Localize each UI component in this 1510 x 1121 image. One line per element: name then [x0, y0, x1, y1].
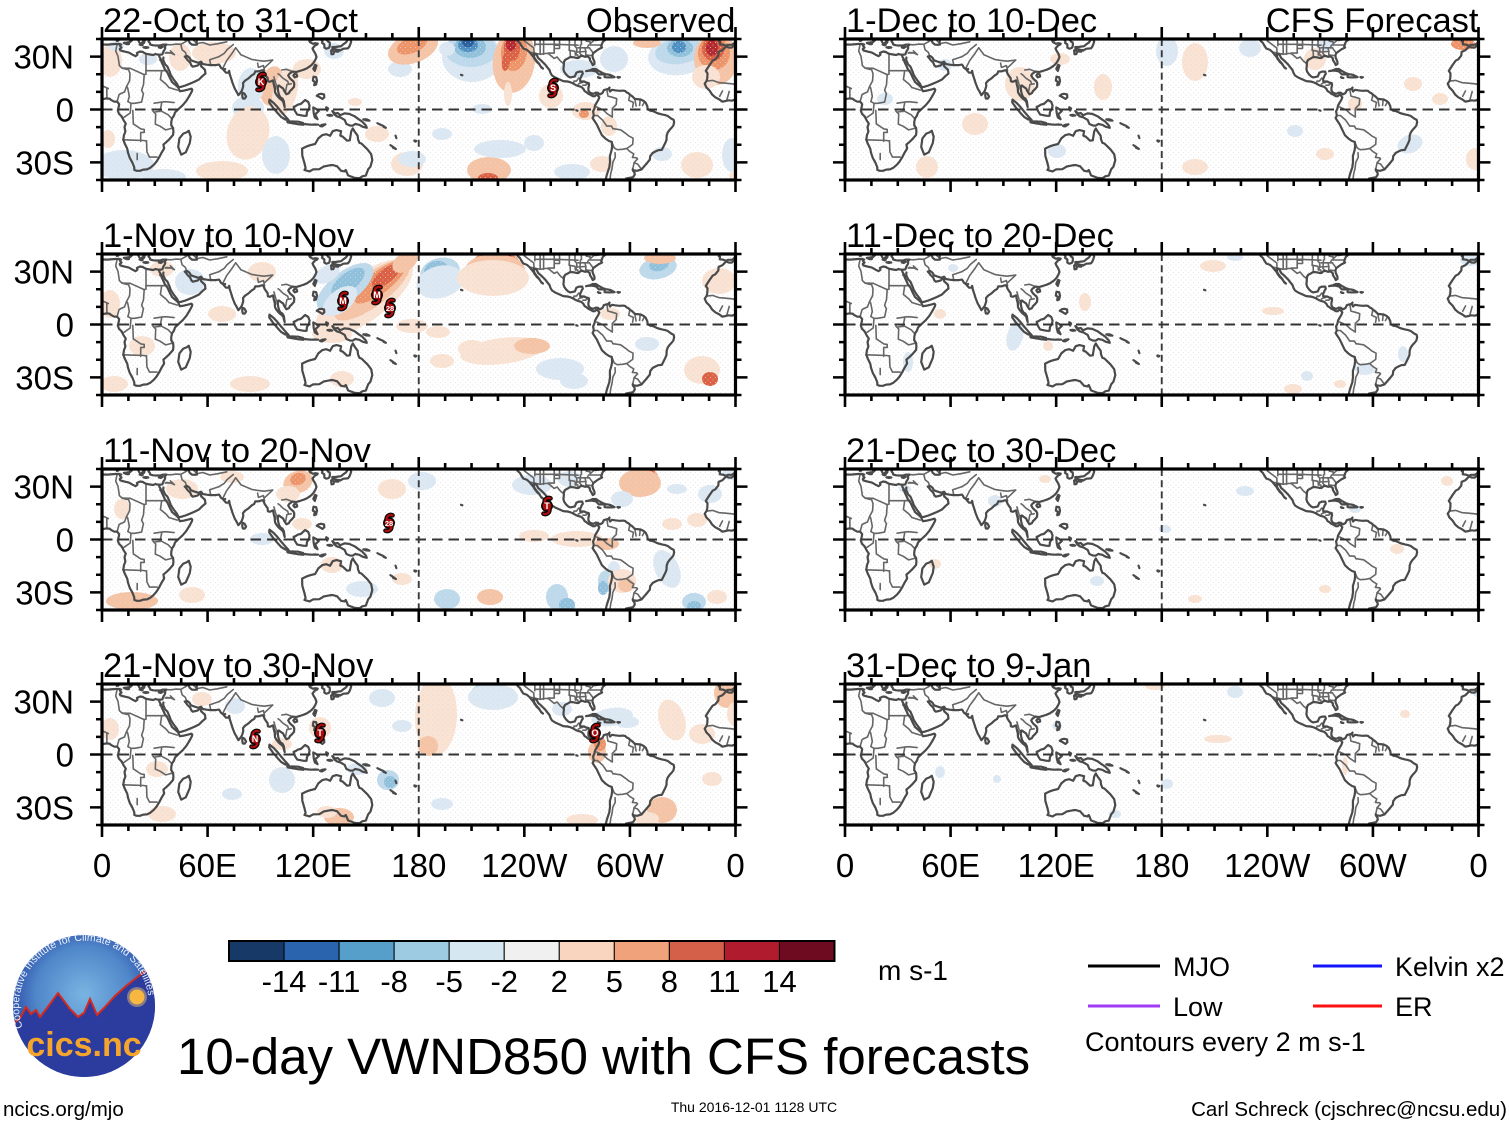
svg-text:5: 5 — [606, 964, 623, 999]
svg-text:120E: 120E — [275, 847, 352, 884]
svg-text:K: K — [258, 77, 265, 87]
svg-text:0: 0 — [93, 847, 111, 884]
svg-text:-14: -14 — [262, 964, 307, 999]
svg-text:S: S — [550, 83, 556, 93]
svg-text:Carl Schreck (cjschrec@ncsu.ed: Carl Schreck (cjschrec@ncsu.edu) — [1191, 1098, 1507, 1121]
svg-text:M: M — [339, 296, 347, 306]
svg-text:14: 14 — [762, 964, 796, 999]
svg-text:T: T — [317, 728, 323, 738]
svg-text:30S: 30S — [15, 359, 74, 396]
svg-text:-11: -11 — [318, 964, 361, 999]
svg-text:0: 0 — [56, 522, 74, 559]
svg-text:11-Nov to 20-Nov: 11-Nov to 20-Nov — [103, 432, 372, 470]
svg-text:180: 180 — [391, 847, 446, 884]
svg-text:Thu 2016-12-01 1128 UTC: Thu 2016-12-01 1128 UTC — [671, 1099, 837, 1115]
svg-text:m s-1: m s-1 — [878, 955, 948, 986]
svg-text:Observed: Observed — [586, 2, 736, 40]
svg-text:60E: 60E — [921, 847, 980, 884]
svg-text:0: 0 — [1469, 847, 1487, 884]
svg-text:0: 0 — [836, 847, 854, 884]
svg-text:-8: -8 — [380, 964, 408, 999]
svg-text:T: T — [544, 501, 550, 511]
svg-text:11-Dec to 20-Dec: 11-Dec to 20-Dec — [846, 217, 1114, 255]
svg-text:-2: -2 — [490, 964, 518, 999]
svg-text:120E: 120E — [1018, 847, 1095, 884]
svg-text:M: M — [373, 290, 381, 300]
svg-text:MJO: MJO — [1173, 952, 1230, 982]
svg-text:60W: 60W — [1339, 847, 1408, 884]
svg-text:30N: 30N — [13, 254, 74, 291]
svg-text:ncics.org/mjo: ncics.org/mjo — [3, 1098, 124, 1121]
svg-text:Kelvin x2: Kelvin x2 — [1395, 952, 1505, 982]
svg-text:1-Nov to 10-Nov: 1-Nov to 10-Nov — [103, 217, 355, 255]
svg-text:180: 180 — [1134, 847, 1189, 884]
svg-text:120W: 120W — [1224, 847, 1311, 884]
svg-text:ER: ER — [1395, 992, 1433, 1022]
svg-text:30N: 30N — [13, 39, 74, 76]
svg-text:Contours every 2 m s-1: Contours every 2 m s-1 — [1085, 1027, 1366, 1057]
svg-text:CFS Forecast: CFS Forecast — [1266, 2, 1479, 40]
svg-text:0: 0 — [56, 737, 74, 774]
svg-text:30S: 30S — [15, 789, 74, 826]
svg-text:30S: 30S — [15, 574, 74, 611]
svg-text:N: N — [252, 734, 259, 744]
svg-text:2: 2 — [551, 964, 568, 999]
svg-text:11: 11 — [708, 964, 740, 999]
svg-text:-5: -5 — [435, 964, 463, 999]
svg-text:Low: Low — [1173, 992, 1223, 1022]
svg-text:21-Dec to 30-Dec: 21-Dec to 30-Dec — [846, 432, 1116, 470]
svg-text:30S: 30S — [15, 144, 74, 181]
svg-text:120W: 120W — [481, 847, 568, 884]
svg-text:21-Nov to 30-Nov: 21-Nov to 30-Nov — [103, 647, 374, 685]
svg-text:60W: 60W — [596, 847, 665, 884]
svg-text:O: O — [591, 728, 598, 738]
svg-text:30N: 30N — [13, 469, 74, 506]
svg-text:28: 28 — [386, 304, 394, 313]
svg-text:60E: 60E — [178, 847, 237, 884]
svg-text:0: 0 — [56, 307, 74, 344]
svg-text:1-Dec to 10-Dec: 1-Dec to 10-Dec — [846, 2, 1097, 40]
svg-text:31-Dec to 9-Jan: 31-Dec to 9-Jan — [846, 647, 1091, 685]
svg-text:8: 8 — [661, 964, 678, 999]
svg-text:0: 0 — [56, 92, 74, 129]
svg-text:0: 0 — [726, 847, 744, 884]
svg-text:10-day VWND850 with CFS foreca: 10-day VWND850 with CFS forecasts — [177, 1028, 1030, 1085]
svg-text:22-Oct to 31-Oct: 22-Oct to 31-Oct — [103, 2, 358, 40]
svg-text:30N: 30N — [13, 684, 74, 721]
svg-text:28: 28 — [385, 519, 393, 528]
svg-text:cics.nc: cics.nc — [26, 1026, 141, 1064]
